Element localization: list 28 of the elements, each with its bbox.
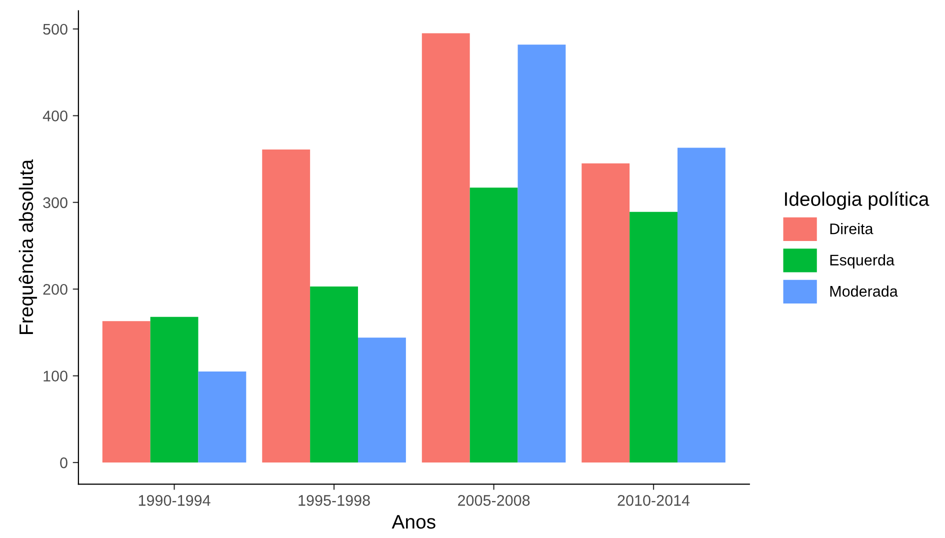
y-tick-label: 200 — [43, 284, 68, 295]
bar — [630, 212, 678, 463]
bar — [358, 338, 406, 463]
x-tick-label: 2010-2014 — [618, 495, 690, 506]
y-axis-title: Frequência absoluta — [18, 159, 37, 334]
bar — [470, 188, 518, 463]
bar — [150, 316, 198, 463]
y-tick-label: 500 — [43, 24, 68, 35]
bar — [102, 321, 150, 463]
y-tick-label: 100 — [44, 370, 68, 382]
bar — [518, 44, 566, 463]
bar — [422, 33, 470, 463]
legend-label: Esquerda — [830, 254, 894, 268]
bar — [262, 149, 310, 463]
y-tick-label: 400 — [42, 110, 68, 122]
y-tick-label: 0 — [60, 457, 68, 468]
bar — [310, 286, 358, 463]
x-axis-title: Anos — [392, 515, 436, 529]
legend-label: Moderada — [830, 286, 898, 297]
x-tick-label: 1990-1994 — [138, 495, 210, 506]
legend-label: Direita — [830, 223, 874, 234]
y-tick-label: 300 — [43, 197, 68, 208]
legend-title: Ideologia política — [785, 191, 930, 210]
bar — [198, 371, 246, 463]
bar — [582, 163, 630, 463]
x-tick-label: 1995-1998 — [298, 495, 370, 506]
bar — [677, 148, 726, 463]
x-tick-label: 2005-2008 — [458, 495, 530, 506]
